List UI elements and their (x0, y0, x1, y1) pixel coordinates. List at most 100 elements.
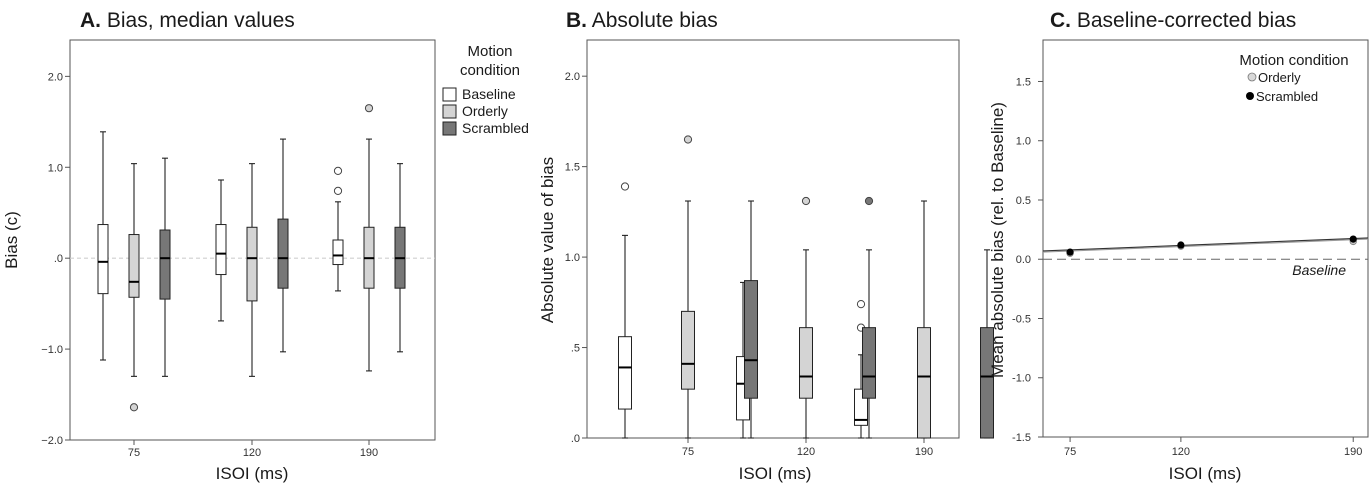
ytick-label-c-5: 1.0 (1016, 136, 1031, 148)
panel-c-ylabel: Mean absolute bias (rel. to Baseline) (988, 102, 1007, 378)
box-b-baseline-75 (618, 182, 632, 439)
legend-a-swatch-baseline (442, 87, 457, 102)
panel-a: A. Bias, median values Bias (c) ISOI (ms… (2, 9, 529, 483)
ytick-label-c-3: 0.0 (1016, 254, 1031, 266)
box-a-orderly-120 (246, 163, 258, 377)
panel-b-axes: .0 .5 1.0 1.5 2.0 75 120 190 (565, 71, 933, 458)
panel-a-letter: A. (80, 9, 101, 32)
xtick-label-b-120: 120 (797, 446, 815, 458)
box-body (215, 224, 227, 276)
box-a-orderly-190 (363, 104, 375, 372)
box-a-orderly-75 (128, 163, 140, 412)
ytick-label-a-4: 2.0 (48, 71, 63, 83)
panel-a-axes: −2.0 −1.0 .0 1.0 2.0 75 120 190 (41, 71, 378, 459)
panel-a-title: A. Bias, median values (80, 9, 295, 32)
legend-a-title-line1: Motion (467, 43, 512, 60)
panel-b-xlabel: ISOI (ms) (739, 464, 812, 483)
panel-a-title-text: Bias, median values (107, 9, 295, 32)
legend-a-baseline: Baseline (462, 86, 516, 102)
ytick-label-c-2: -0.5 (1012, 313, 1031, 325)
ytick-label-a-0: −2.0 (41, 435, 63, 447)
box-a-scrambled-120 (277, 138, 289, 353)
box-b-scrambled-75 (744, 200, 758, 439)
xtick-label-c-120: 120 (1172, 446, 1190, 458)
legend-c-orderly: Orderly (1258, 70, 1301, 85)
box-body (744, 280, 758, 399)
xtick-label-c-75: 75 (1064, 446, 1076, 458)
baseline-annotation: Baseline (1292, 262, 1346, 278)
box-body (128, 234, 140, 298)
ytick-label-b-0: .0 (571, 433, 580, 445)
box-body (862, 327, 876, 399)
box-a-baseline-190 (332, 166, 344, 292)
box-body (277, 218, 289, 289)
box-body (917, 327, 931, 439)
box-body (618, 336, 632, 410)
panel-a-xlabel: ISOI (ms) (216, 464, 289, 483)
ytick-label-c-0: -1.5 (1012, 432, 1031, 444)
fit-line-orderly (1042, 238, 1369, 253)
panel-b-title: B. Absolute bias (566, 9, 718, 32)
panel-c-axes: -1.5 -1.0 -0.5 0.0 0.5 1.0 1.5 75 120 190 (1012, 76, 1362, 458)
box-b-orderly-120 (799, 196, 813, 439)
box-b-orderly-190 (917, 200, 931, 439)
legend-c-title: Motion condition (1239, 52, 1348, 69)
panel-c: C. Baseline-corrected bias Mean absolute… (988, 9, 1369, 483)
box-body (97, 224, 109, 295)
panel-b-title-text: Absolute bias (592, 9, 718, 32)
outlier-0 (683, 135, 693, 144)
panel-b-letter: B. (566, 9, 587, 32)
legend-c-marker-scrambled (1246, 92, 1254, 100)
outlier-0 (129, 403, 139, 412)
outlier-1 (856, 300, 866, 309)
box-a-scrambled-75 (159, 157, 171, 377)
legend-a-swatch-orderly (442, 104, 457, 119)
ytick-label-a-3: 1.0 (48, 162, 63, 174)
xtick-label-a-75: 75 (128, 447, 140, 459)
xtick-label-b-75: 75 (682, 446, 694, 458)
box-body (159, 229, 171, 300)
ytick-label-c-1: -1.0 (1012, 373, 1031, 385)
xtick-label-a-190: 190 (360, 447, 378, 459)
ytick-label-c-4: 0.5 (1016, 195, 1031, 207)
outlier-0 (801, 196, 811, 206)
panel-c-frame (1042, 39, 1369, 438)
box-a-scrambled-190 (394, 163, 406, 353)
outlier-1 (333, 166, 343, 176)
xtick-label-c-190: 190 (1344, 446, 1362, 458)
legend-a-title-line2: condition (460, 62, 520, 79)
box-b-orderly-75 (681, 135, 695, 439)
ytick-label-c-6: 1.5 (1016, 76, 1031, 88)
panel-c-xlabel: ISOI (ms) (1169, 464, 1242, 483)
outlier-0 (333, 186, 343, 196)
legend-a-swatch-scrambled (442, 121, 457, 136)
box-body (332, 239, 344, 266)
box-b-scrambled-190 (980, 249, 994, 439)
ytick-label-a-1: −1.0 (41, 344, 63, 356)
panel-a-ylabel: Bias (c) (2, 211, 21, 269)
legend-c-scrambled: Scrambled (1256, 89, 1318, 104)
box-body (980, 327, 994, 439)
panel-c-title: C. Baseline-corrected bias (1050, 9, 1296, 32)
legend-a-orderly: Orderly (462, 103, 508, 119)
ytick-label-b-2: 1.0 (565, 252, 580, 264)
panel-c-letter: C. (1050, 9, 1071, 32)
box-b-scrambled-120 (862, 196, 876, 439)
point-scrambled-190 (1349, 235, 1357, 243)
point-scrambled-75 (1066, 248, 1074, 256)
box-body (246, 226, 258, 302)
panel-b: B. Absolute bias Absolute value of bias … (538, 9, 994, 483)
panel-b-ylabel: Absolute value of bias (538, 157, 557, 323)
panel-a-legend: Motion condition Baseline Orderly Scramb… (442, 43, 529, 136)
outlier-0 (364, 104, 374, 113)
fit-line-scrambled (1042, 237, 1369, 252)
panel-b-frame (586, 39, 960, 439)
xtick-label-a-120: 120 (243, 447, 261, 459)
panel-c-plot (1042, 235, 1369, 260)
outlier-0 (620, 182, 630, 191)
legend-c-marker-orderly (1247, 72, 1257, 82)
ytick-label-b-3: 1.5 (565, 162, 580, 174)
ytick-label-b-4: 2.0 (565, 71, 580, 83)
